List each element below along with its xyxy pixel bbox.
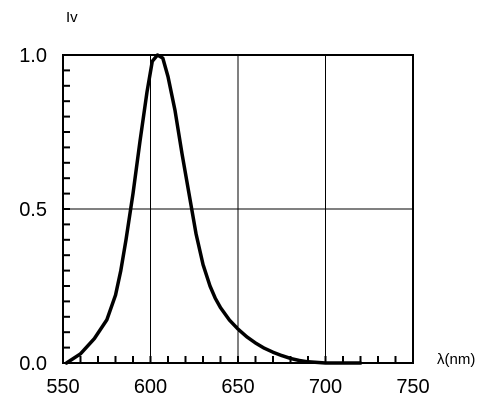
x-tick-label-750: 750: [396, 376, 429, 398]
y-tick-label-1.0: 1.0: [19, 45, 47, 67]
y-axis-label: Iv: [66, 9, 78, 26]
series-layer: [64, 53, 363, 365]
y-tick-label-0.5: 0.5: [19, 199, 47, 221]
x-tick-label-650: 650: [221, 376, 254, 398]
x-tick-label-550: 550: [46, 376, 79, 398]
x-tick-label-600: 600: [134, 376, 167, 398]
x-tick-labels: 550 600 650 700 750: [46, 376, 429, 398]
x-axis-label: λ(nm): [437, 351, 475, 368]
y-tick-labels: 0.0 0.5 1.0: [19, 45, 47, 375]
grid-lines: [63, 55, 413, 363]
x-tick-label-700: 700: [309, 376, 342, 398]
axes: [62, 54, 414, 364]
series-line-0: [64, 53, 363, 365]
y-tick-label-0.0: 0.0: [19, 353, 47, 375]
